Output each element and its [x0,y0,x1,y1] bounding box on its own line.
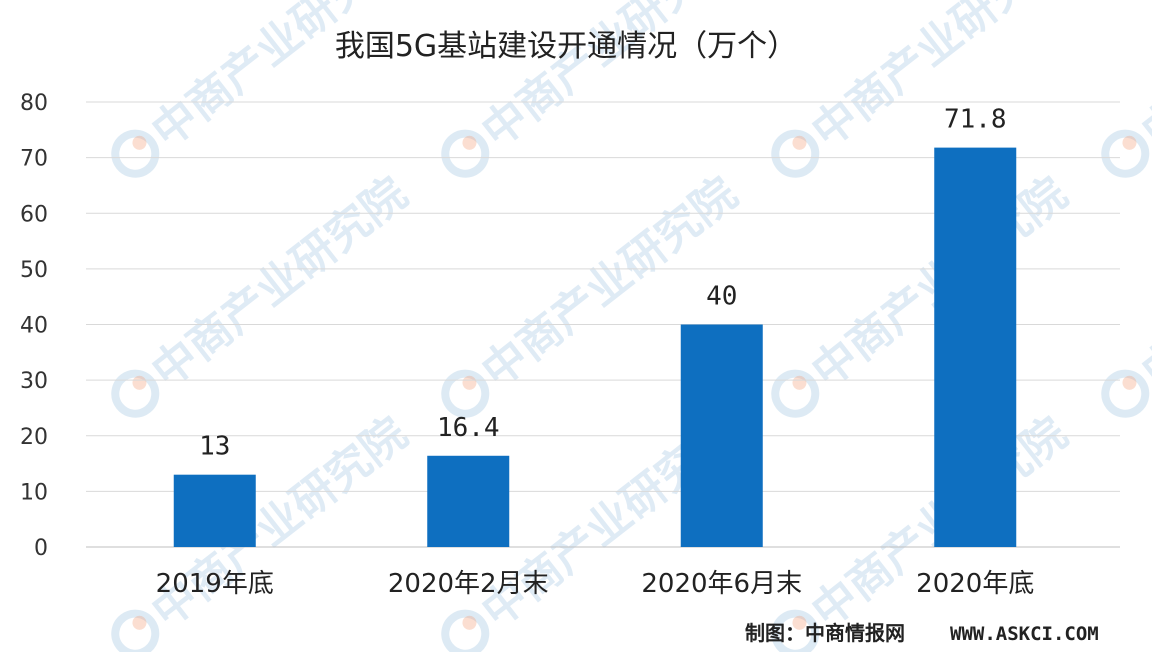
bar [680,324,763,547]
watermark: 中商产业研究院 [1101,168,1152,418]
x-category-label: 2019年底 [156,569,274,599]
watermark: 中商产业研究院 [771,408,1077,652]
watermark-logo-icon [441,129,490,178]
watermark: 中商产业研究院 [111,408,417,652]
x-category-label: 2020年底 [916,569,1034,599]
watermark-logo-dot [792,615,807,630]
watermark-logo-dot [132,375,147,390]
y-tick-label: 60 [20,202,48,227]
source-url: WWW.ASKCI.COM [950,623,1099,645]
watermark-text: 中商产业研究院 [1133,168,1152,398]
x-category-label: 2020年2月末 [388,569,549,599]
y-tick-label: 70 [20,147,48,172]
watermark-logo-icon [1101,129,1150,178]
watermark: 中商产业研究院 [1101,0,1152,178]
data-labels: 13 16.4 40 71.8 [199,105,1006,462]
watermark-logo-dot [462,135,477,150]
watermark-text: 中商产业研究院 [473,0,747,158]
data-label: 13 [199,432,230,462]
watermark-logo-icon [111,609,160,652]
y-tick-label: 10 [20,480,48,505]
data-label: 71.8 [944,105,1007,135]
watermark-logo-dot [462,615,477,630]
watermark: 中商产业研究院 [771,0,1077,178]
watermark-text: 中商产业研究院 [143,168,417,398]
watermark-logo-icon [441,609,490,652]
bar [173,474,256,547]
watermark-logo-icon [111,129,160,178]
watermark-logo-dot [1122,375,1137,390]
y-tick-label: 0 [34,536,48,561]
x-category-label: 2020年6月末 [641,569,802,599]
watermark-logo-dot [132,615,147,630]
chart-title: 我国5G基站建设开通情况（万个） [335,29,797,64]
watermark: 中商产业研究院 [111,168,417,418]
x-axis-categories: 2019年底 2020年2月末 2020年6月末 2020年底 [156,569,1035,599]
bar [427,455,510,547]
watermark-logo-dot [792,135,807,150]
y-tick-label: 30 [20,369,48,394]
watermark-logo-icon [771,609,820,652]
bar [934,147,1017,548]
data-label: 16.4 [437,413,500,443]
y-tick-label: 80 [20,91,48,116]
watermark-text: 中商产业研究院 [803,0,1077,158]
y-tick-label: 40 [20,314,48,339]
watermark: 中商产业研究院 [771,168,1077,418]
watermark-logo-dot [462,375,477,390]
watermark-logo-dot [132,135,147,150]
bars [173,147,1017,548]
source-label: 制图：中商情报网 [745,621,905,645]
y-axis-ticks: 0 10 20 30 40 50 60 70 80 [20,91,48,561]
watermark-logo-dot [1122,135,1137,150]
watermark-text: 中商产业研究院 [143,0,417,158]
watermark-logo-icon [771,129,820,178]
y-tick-label: 20 [20,425,48,450]
watermark-logo-icon [1101,369,1150,418]
watermark-logo-icon [441,369,490,418]
source-credit: 制图：中商情报网 WWW.ASKCI.COM [745,621,1099,645]
y-tick-label: 50 [20,258,48,283]
watermark-logo-icon [111,369,160,418]
watermark-logo-icon [771,369,820,418]
watermark-logo-dot [792,375,807,390]
data-label: 40 [706,282,737,312]
